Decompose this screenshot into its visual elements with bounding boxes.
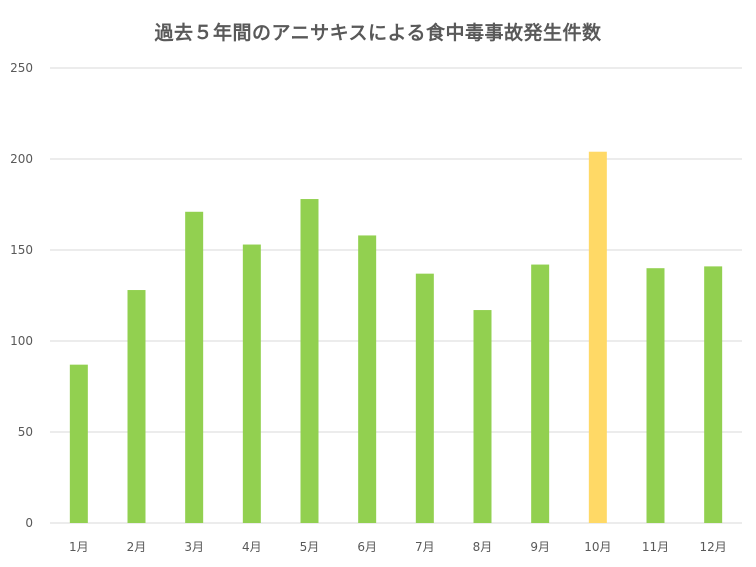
y-axis-tick-labels: 0 50 100 150 200 250 bbox=[10, 61, 33, 530]
x-tick-label: 3月 bbox=[184, 540, 204, 554]
x-axis-tick-labels: 1月 2月 3月 4月 5月 6月 7月 8月 9月 10月 11月 12月 bbox=[69, 540, 727, 554]
x-tick-label: 12月 bbox=[700, 540, 727, 554]
bar-4 bbox=[242, 244, 261, 524]
bars bbox=[69, 151, 723, 524]
bar-12 bbox=[704, 266, 723, 523]
y-tick-label: 250 bbox=[10, 61, 33, 75]
x-tick-label: 1月 bbox=[69, 540, 89, 554]
bar-5 bbox=[300, 199, 319, 524]
y-tick-label: 50 bbox=[18, 425, 33, 439]
bar-3 bbox=[185, 211, 204, 523]
x-tick-label: 2月 bbox=[127, 540, 147, 554]
bar-9 bbox=[531, 264, 550, 523]
chart-title: 過去５年間のアニサキスによる食中毒事故発生件数 bbox=[154, 22, 602, 44]
bar-10 bbox=[588, 151, 607, 523]
y-tick-label: 0 bbox=[25, 516, 33, 530]
bar-1 bbox=[69, 364, 88, 523]
x-tick-label: 6月 bbox=[357, 540, 377, 554]
x-tick-label: 4月 bbox=[242, 540, 262, 554]
x-tick-label: 11月 bbox=[642, 540, 669, 554]
y-tick-label: 150 bbox=[10, 243, 33, 257]
bar-8 bbox=[473, 310, 492, 523]
x-tick-label: 9月 bbox=[530, 540, 550, 554]
bar-11 bbox=[646, 268, 665, 523]
x-tick-label: 8月 bbox=[473, 540, 493, 554]
y-tick-label: 100 bbox=[10, 334, 33, 348]
x-tick-label: 10月 bbox=[584, 540, 611, 554]
bar-2 bbox=[127, 290, 146, 523]
bar-7 bbox=[415, 273, 434, 523]
x-tick-label: 5月 bbox=[300, 540, 320, 554]
y-tick-label: 200 bbox=[10, 152, 33, 166]
gridlines bbox=[50, 67, 742, 524]
bar-6 bbox=[358, 235, 377, 523]
x-tick-label: 7月 bbox=[415, 540, 435, 554]
